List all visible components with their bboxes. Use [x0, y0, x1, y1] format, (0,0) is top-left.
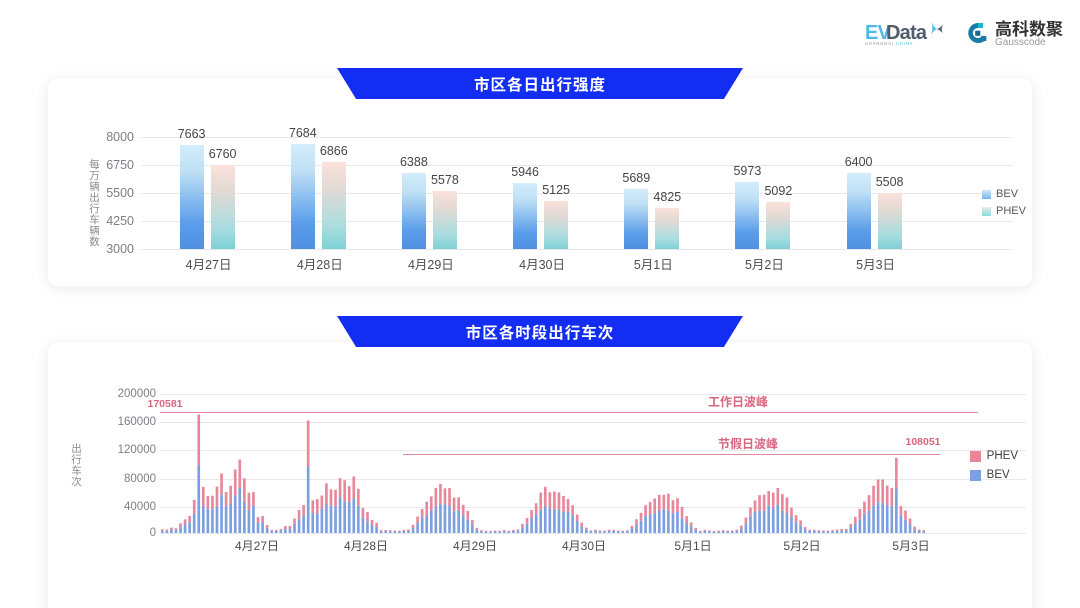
- svg-text:Gausscode: Gausscode: [995, 37, 1046, 48]
- svg-text:高科数聚: 高科数聚: [995, 19, 1063, 39]
- svg-text:SHANGHAI CHINA: SHANGHAI CHINA: [865, 41, 913, 46]
